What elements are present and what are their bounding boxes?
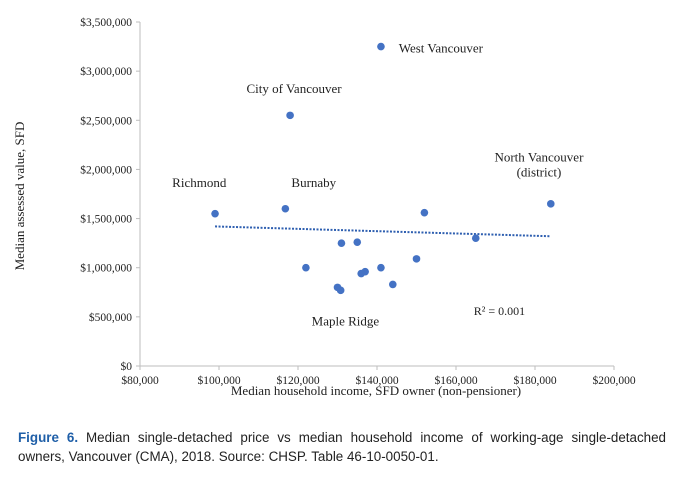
data-point bbox=[471, 234, 480, 243]
y-tick-label: $1,500,000 bbox=[80, 213, 132, 226]
x-tick-label: $180,000 bbox=[513, 374, 556, 387]
caption-text: Median single-detached price vs median h… bbox=[18, 430, 666, 464]
point-label-line: West Vancouver bbox=[399, 40, 484, 55]
point-label: City of Vancouver bbox=[247, 81, 343, 96]
data-point bbox=[412, 255, 421, 263]
y-tick-label: $500,000 bbox=[89, 311, 132, 324]
y-tick-label: $2,000,000 bbox=[80, 163, 132, 176]
y-tick-label: $3,000,000 bbox=[80, 65, 132, 78]
point-label-line: Richmond bbox=[172, 175, 227, 190]
trendline bbox=[215, 225, 551, 238]
point-label-line: North Vancouver bbox=[494, 150, 584, 165]
data-point bbox=[389, 280, 397, 289]
data-point bbox=[211, 209, 219, 218]
data-point bbox=[336, 286, 345, 295]
x-tick-label: $120,000 bbox=[276, 374, 319, 387]
point-label-line: (district) bbox=[517, 165, 562, 180]
data-point bbox=[353, 238, 362, 246]
point-label-line: Burnaby bbox=[291, 175, 336, 190]
figure-number: Figure 6. bbox=[18, 430, 79, 445]
point-label: Maple Ridge bbox=[312, 314, 380, 329]
point-label: Burnaby bbox=[291, 175, 336, 190]
data-points bbox=[211, 42, 555, 295]
data-point bbox=[302, 263, 310, 272]
point-label: West Vancouver bbox=[399, 40, 484, 55]
y-tick-label: $2,500,000 bbox=[80, 114, 132, 127]
y-axis-title: Median assessed value, SFD bbox=[12, 122, 27, 271]
point-label-line: Maple Ridge bbox=[312, 314, 380, 329]
data-point bbox=[361, 267, 369, 276]
figure-caption: Figure 6. Median single-detached price v… bbox=[18, 428, 666, 466]
data-point bbox=[337, 239, 346, 247]
point-label: Richmond bbox=[172, 175, 227, 190]
y-tick-label: $1,000,000 bbox=[80, 262, 132, 275]
point-labels: West Vancouver City of Vancouver North Van… bbox=[172, 40, 584, 328]
y-tick-label: $3,500,000 bbox=[80, 16, 132, 29]
scatter-chart: $0 $500,000 $1,000,000 $1,500,000 $2,000,000… bbox=[12, 16, 636, 398]
data-point bbox=[281, 204, 290, 213]
data-point bbox=[286, 111, 294, 120]
tick-labels: $0 $500,000 $1,000,000 $1,500,000 $2,000,000… bbox=[80, 16, 636, 387]
x-tick-label: $200,000 bbox=[592, 374, 635, 387]
y-tick-label: $0 bbox=[121, 360, 133, 373]
x-axis-title: Median household income, SFD owner (non-… bbox=[231, 383, 521, 398]
x-tick-label: $100,000 bbox=[197, 374, 240, 387]
point-label: North Vancouver (district) bbox=[494, 150, 584, 180]
data-point bbox=[377, 42, 385, 51]
chart-svg: $0 $500,000 $1,000,000 $1,500,000 $2,000,000… bbox=[12, 16, 636, 398]
data-point bbox=[547, 200, 555, 208]
x-tick-label: $140,000 bbox=[355, 374, 398, 387]
trendline-group bbox=[215, 225, 551, 238]
x-tick-label: $80,000 bbox=[121, 374, 159, 387]
data-point bbox=[377, 263, 385, 272]
x-tick-label: $160,000 bbox=[434, 374, 477, 387]
r-squared-annotation: R² = 0.001 bbox=[474, 304, 525, 318]
data-point bbox=[420, 208, 429, 217]
point-label-line: City of Vancouver bbox=[247, 81, 343, 96]
